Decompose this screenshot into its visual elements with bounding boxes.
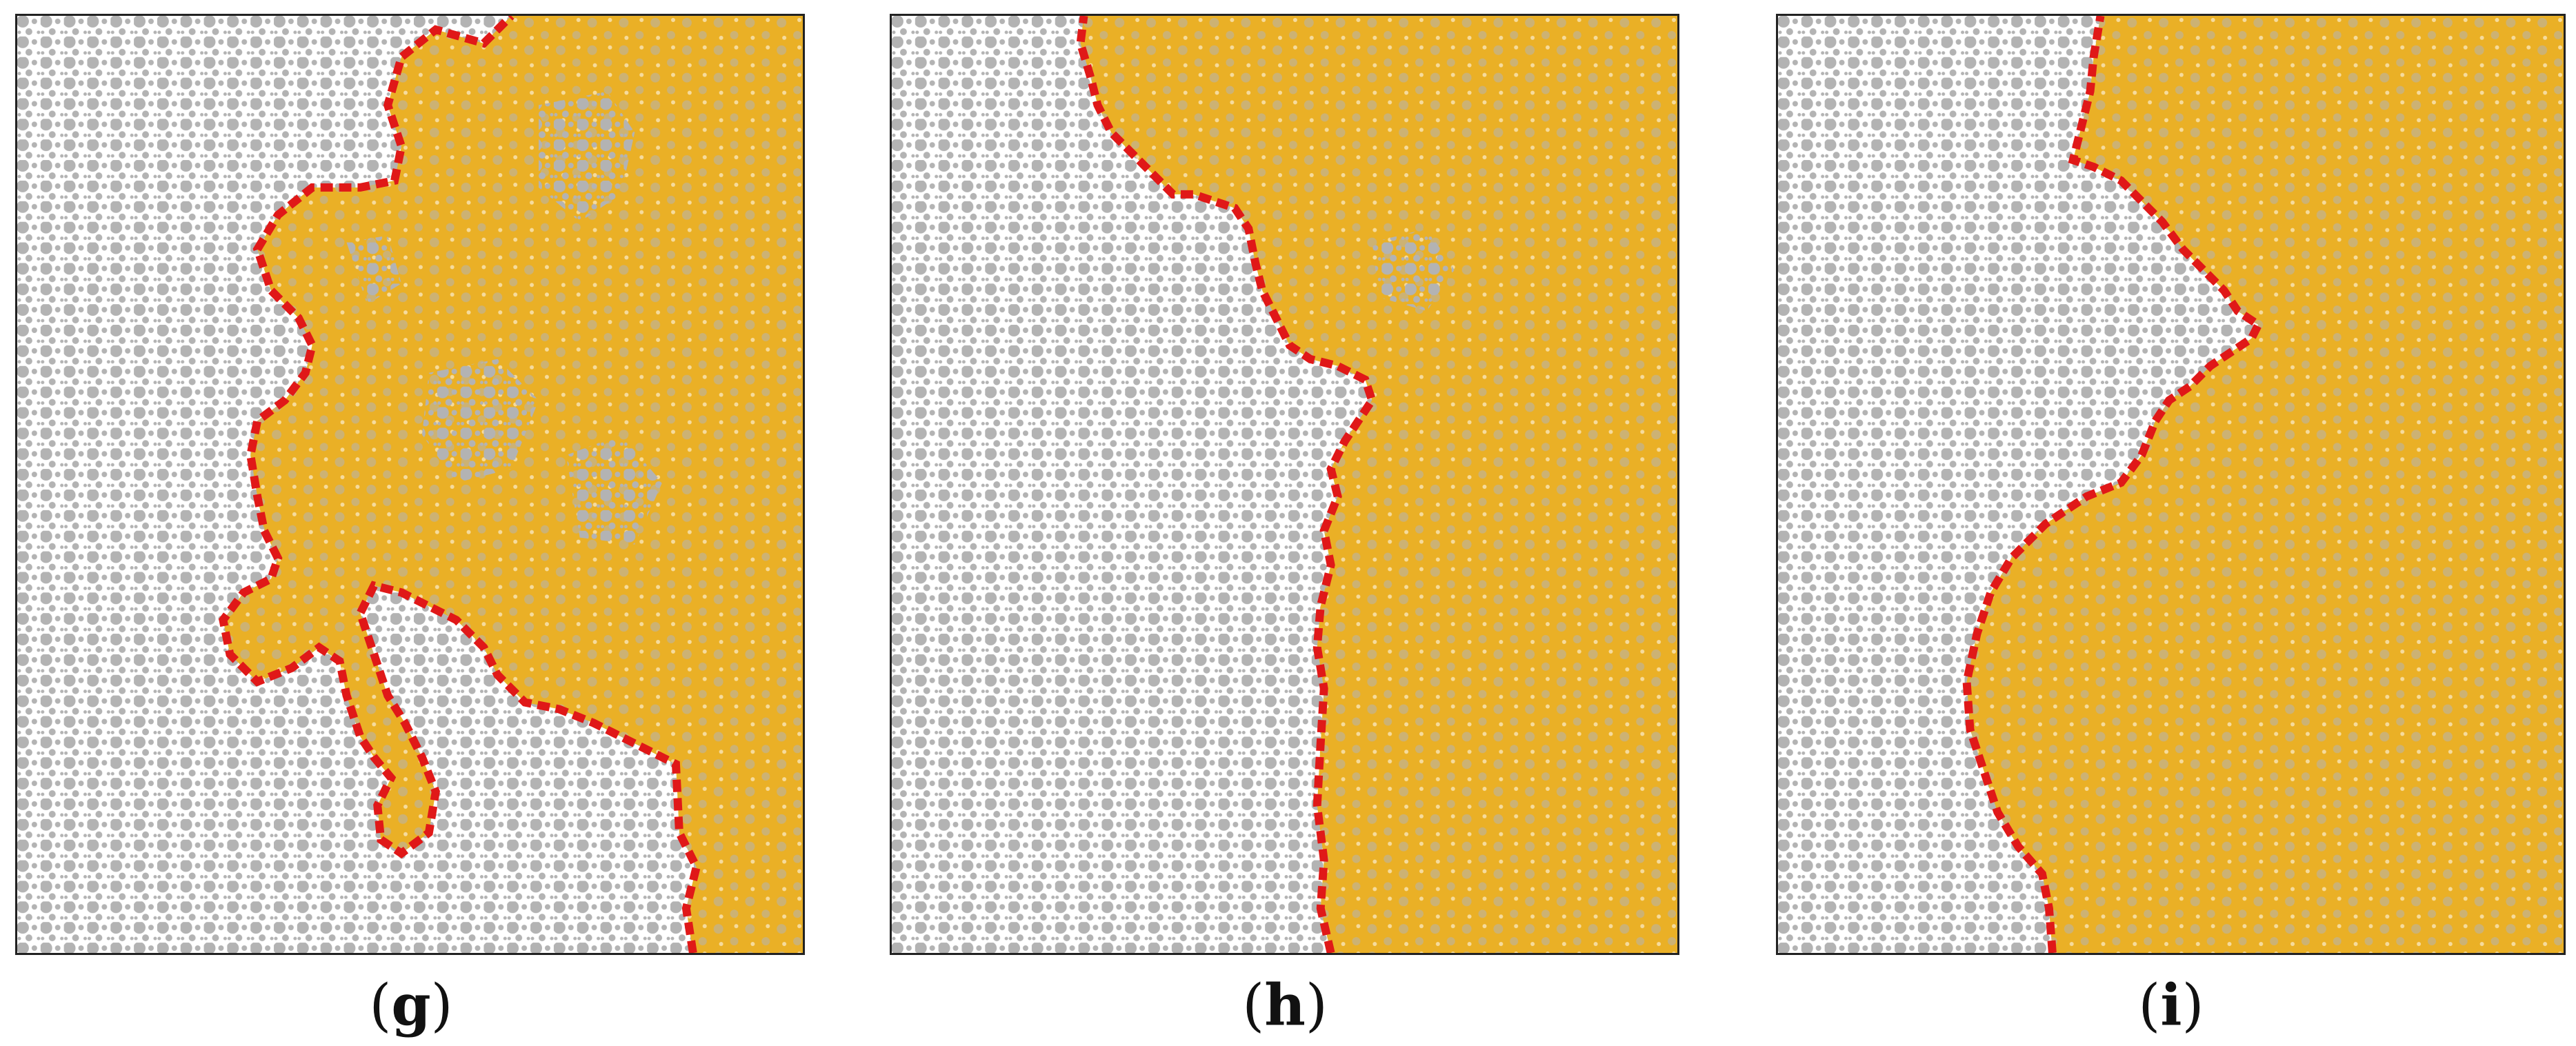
panel-h-simulation-frame <box>890 14 1679 955</box>
panel-h-caption-letter: h <box>1264 972 1306 1038</box>
panel-i-invasion-front <box>1962 16 2264 953</box>
panel-i-canvas <box>1778 16 2564 953</box>
panel-h-canvas <box>892 16 1677 953</box>
panel-g-simulation-frame <box>15 14 805 955</box>
panel-g-pocket <box>346 235 402 305</box>
panel-h-invaded-texture <box>1080 16 1677 953</box>
panel-i-caption-letter: i <box>2160 972 2182 1038</box>
panel-h-invasion-front <box>1076 16 1377 953</box>
panel-g-canvas <box>17 16 803 953</box>
panel-g-pocket <box>539 91 635 222</box>
panel-i-invaded-texture <box>1966 16 2564 953</box>
panel-h-pocket <box>1372 228 1455 312</box>
panel-g-pocket <box>566 434 663 545</box>
panel-g-invasion-front <box>219 16 701 953</box>
panel-g-caption: (g) <box>369 972 453 1038</box>
panel-g-pocket <box>421 359 539 483</box>
panel-i-simulation-frame <box>1776 14 2566 955</box>
panel-h-caption: (h) <box>1242 972 1328 1038</box>
panel-i-caption: (i) <box>2138 972 2204 1038</box>
panel-g-caption-letter: g <box>391 972 431 1038</box>
